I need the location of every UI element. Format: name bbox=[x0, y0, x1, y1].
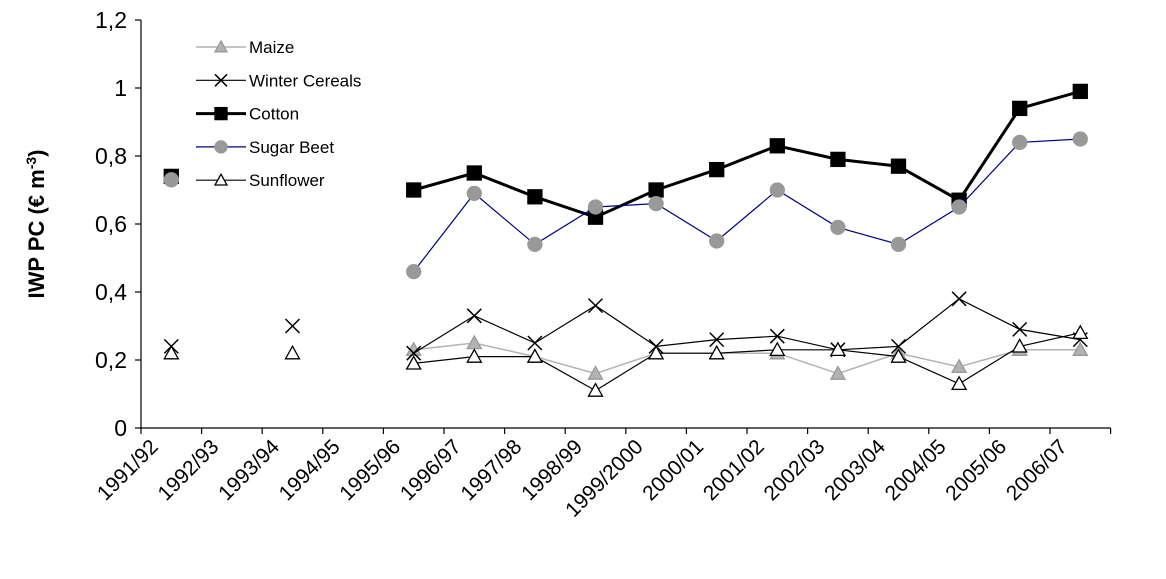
x-tick-label: 2001/02 bbox=[699, 435, 769, 505]
data-point bbox=[648, 195, 664, 212]
data-point bbox=[1012, 321, 1028, 337]
legend-marker bbox=[213, 39, 229, 53]
x-tick-label: 1991/92 bbox=[93, 435, 163, 505]
data-point bbox=[890, 236, 907, 253]
data-point bbox=[527, 335, 543, 351]
data-point bbox=[709, 161, 725, 178]
series-line bbox=[413, 342, 1081, 375]
data-point bbox=[829, 365, 847, 380]
data-point bbox=[951, 291, 967, 307]
legend-label: Winter Cereals bbox=[249, 71, 361, 90]
y-tick-label: 1 bbox=[114, 75, 127, 101]
data-point bbox=[163, 172, 179, 188]
x-tick-label: 2006/07 bbox=[1002, 435, 1072, 505]
data-point bbox=[830, 219, 846, 236]
y-label-superscript: -3 bbox=[23, 157, 39, 170]
data-point bbox=[1072, 131, 1088, 147]
y-tick-label: 0,2 bbox=[95, 347, 127, 373]
data-point bbox=[829, 341, 847, 357]
data-point bbox=[890, 158, 907, 174]
data-point bbox=[951, 199, 967, 215]
x-tick-label: 2005/06 bbox=[941, 435, 1011, 505]
x-tick-label: 1993/94 bbox=[214, 435, 284, 505]
data-point bbox=[163, 344, 180, 360]
legend-label: Sugar Beet bbox=[249, 138, 334, 157]
data-point bbox=[1072, 324, 1089, 340]
y-tick-label: 0,8 bbox=[95, 143, 127, 169]
data-point bbox=[648, 182, 664, 198]
y-tick-label: 0 bbox=[114, 415, 127, 441]
data-point bbox=[890, 348, 907, 363]
y-tick-label: 1,2 bbox=[95, 7, 127, 33]
x-tick-label: 1997/98 bbox=[456, 435, 526, 505]
data-point bbox=[1011, 338, 1028, 353]
data-point bbox=[950, 358, 968, 374]
x-tick-label: 2002/03 bbox=[759, 435, 829, 505]
data-point bbox=[769, 328, 785, 344]
data-point bbox=[647, 344, 665, 360]
data-point bbox=[406, 345, 422, 361]
data-point bbox=[708, 344, 725, 360]
data-point bbox=[466, 185, 482, 202]
legend-marker bbox=[213, 172, 229, 186]
data-point bbox=[405, 355, 422, 370]
data-point bbox=[406, 182, 422, 198]
data-point bbox=[1012, 100, 1028, 117]
x-tick-label: 2000/01 bbox=[638, 435, 708, 505]
data-point bbox=[709, 332, 725, 348]
x-tick-label: 1994/95 bbox=[275, 435, 345, 505]
data-point bbox=[1072, 341, 1089, 357]
legend-label: Sunflower bbox=[249, 171, 325, 190]
data-point bbox=[526, 348, 544, 363]
y-tick-label: 0,4 bbox=[95, 279, 127, 305]
legend-marker bbox=[214, 106, 228, 121]
data-point bbox=[1072, 83, 1088, 100]
x-tick-label: 2003/04 bbox=[820, 435, 890, 505]
series-line bbox=[413, 298, 1081, 354]
data-point bbox=[466, 348, 483, 363]
legend-marker bbox=[214, 73, 228, 87]
x-tick-label: 1995/96 bbox=[335, 435, 405, 505]
data-point bbox=[587, 199, 604, 215]
legend-marker bbox=[214, 140, 228, 154]
x-tick-label: 2004/05 bbox=[881, 435, 951, 505]
y-label-text: ) bbox=[24, 150, 49, 157]
data-point bbox=[709, 233, 725, 249]
data-point bbox=[284, 344, 301, 360]
data-point bbox=[406, 263, 422, 280]
data-point bbox=[587, 298, 604, 314]
legend-label: Maize bbox=[249, 38, 294, 57]
x-tick-label: 1992/93 bbox=[153, 435, 223, 505]
data-point bbox=[466, 165, 482, 181]
data-point bbox=[587, 382, 604, 397]
series-line bbox=[413, 332, 1081, 392]
data-point bbox=[466, 334, 483, 350]
data-point bbox=[587, 365, 604, 380]
y-tick-label: 0,6 bbox=[95, 211, 127, 237]
data-point bbox=[890, 338, 907, 354]
y-axis-label: IWP PC (€ m-3) bbox=[23, 150, 49, 299]
legend-label: Cotton bbox=[249, 105, 299, 124]
data-point bbox=[527, 236, 543, 253]
data-point bbox=[284, 318, 301, 334]
series-line bbox=[413, 89, 1081, 219]
data-point bbox=[527, 189, 543, 205]
data-point bbox=[830, 151, 846, 168]
data-point bbox=[466, 308, 482, 324]
data-point bbox=[1012, 134, 1028, 151]
data-point bbox=[769, 341, 786, 357]
x-tick-label: 1996/97 bbox=[396, 435, 466, 505]
data-point bbox=[950, 375, 968, 391]
y-label-text: IWP PC (€ m bbox=[24, 169, 49, 298]
data-point bbox=[769, 182, 785, 198]
data-point bbox=[769, 138, 785, 154]
series-line bbox=[413, 138, 1081, 272]
